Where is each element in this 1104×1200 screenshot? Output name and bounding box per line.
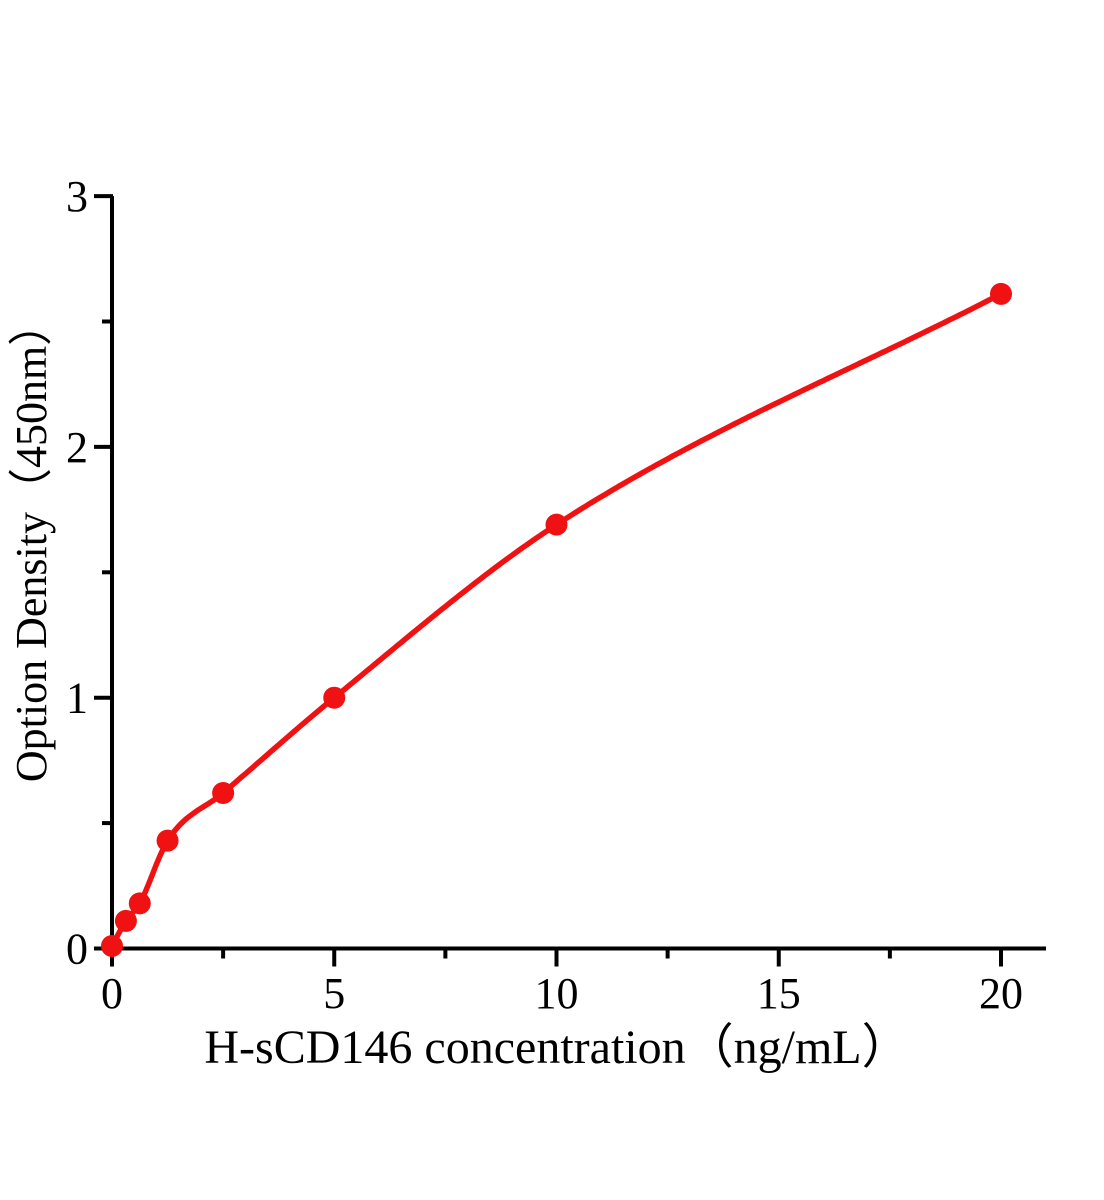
data-point-marker: [323, 686, 346, 709]
y-tick-label: 0: [66, 925, 88, 974]
data-point-marker: [212, 782, 235, 805]
data-point-marker: [990, 282, 1012, 305]
x-tick-label: 20: [979, 969, 1023, 1018]
y-tick-label: 3: [66, 172, 88, 221]
fit-curve-line: [109, 291, 1004, 949]
data-point-marker: [156, 829, 179, 852]
y-axis-title: Option Density（450nm）: [7, 302, 56, 782]
data-point-marker: [114, 909, 137, 932]
x-tick-label: 10: [535, 969, 579, 1018]
x-tick-label: 15: [757, 969, 801, 1018]
data-point-marker: [101, 934, 123, 957]
data-point-marker: [128, 892, 151, 915]
x-tick-label: 5: [323, 969, 345, 1018]
y-tick-label: 2: [66, 423, 88, 472]
y-tick-label: 1: [66, 674, 88, 723]
x-axis-title: H-sCD146 concentration（ng/mL）: [204, 1021, 909, 1074]
data-point-marker: [545, 513, 568, 536]
x-tick-label: 0: [101, 969, 123, 1018]
